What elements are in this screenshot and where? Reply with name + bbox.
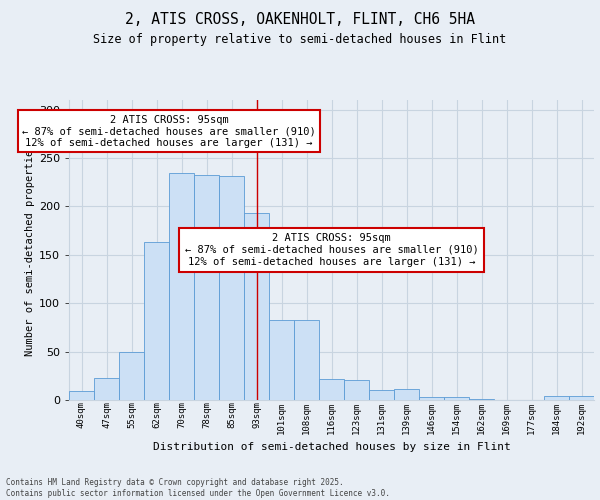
Bar: [394, 390, 419, 400]
Bar: [469, 399, 494, 400]
Bar: [269, 320, 294, 400]
Text: Contains HM Land Registry data © Crown copyright and database right 2025.
Contai: Contains HM Land Registry data © Crown c…: [6, 478, 390, 498]
Bar: [94, 378, 119, 400]
Bar: [119, 352, 144, 400]
Bar: [169, 172, 194, 400]
Bar: [244, 213, 269, 400]
Bar: [369, 390, 394, 400]
Bar: [144, 242, 169, 400]
Bar: [444, 397, 469, 400]
X-axis label: Distribution of semi-detached houses by size in Flint: Distribution of semi-detached houses by …: [152, 442, 511, 452]
Bar: [194, 174, 219, 400]
Bar: [219, 176, 244, 400]
Bar: [569, 396, 594, 400]
Text: Size of property relative to semi-detached houses in Flint: Size of property relative to semi-detach…: [94, 32, 506, 46]
Text: 2 ATIS CROSS: 95sqm
← 87% of semi-detached houses are smaller (910)
12% of semi-: 2 ATIS CROSS: 95sqm ← 87% of semi-detach…: [185, 234, 478, 266]
Bar: [294, 320, 319, 400]
Bar: [319, 378, 344, 400]
Bar: [69, 392, 94, 400]
Bar: [544, 396, 569, 400]
Bar: [344, 380, 369, 400]
Text: 2 ATIS CROSS: 95sqm
← 87% of semi-detached houses are smaller (910)
12% of semi-: 2 ATIS CROSS: 95sqm ← 87% of semi-detach…: [22, 114, 316, 148]
Y-axis label: Number of semi-detached properties: Number of semi-detached properties: [25, 144, 35, 356]
Bar: [419, 397, 444, 400]
Text: 2, ATIS CROSS, OAKENHOLT, FLINT, CH6 5HA: 2, ATIS CROSS, OAKENHOLT, FLINT, CH6 5HA: [125, 12, 475, 28]
